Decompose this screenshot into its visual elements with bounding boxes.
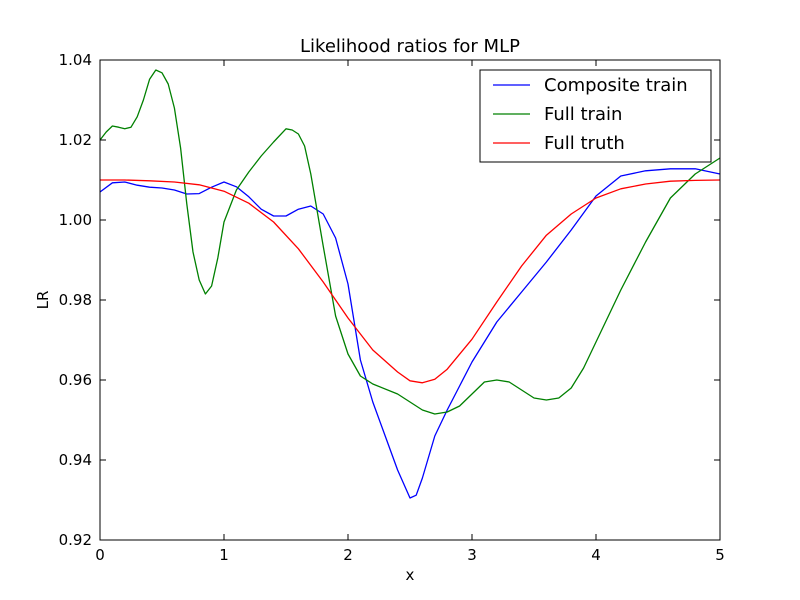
chart-title: Likelihood ratios for MLP (300, 36, 520, 57)
legend-label: Full truth (544, 133, 625, 154)
x-axis-label: x (406, 566, 415, 584)
legend-label: Full train (544, 104, 622, 125)
y-tick-label: 0.92 (59, 531, 92, 549)
x-tick-label: 2 (343, 546, 353, 564)
legend: Composite train Full train Full truth (479, 69, 712, 163)
x-tick-label: 3 (467, 546, 477, 564)
series-line-full-truth (100, 179, 721, 384)
x-tick-label: 5 (715, 546, 725, 564)
series-line-full-train (99, 69, 721, 415)
x-tick-label: 0 (95, 546, 105, 564)
series-line-composite-train (99, 168, 721, 499)
y-tick-label: 1.00 (59, 211, 92, 229)
legend-label: Composite train (544, 75, 688, 96)
y-tick-label: 1.02 (59, 131, 92, 149)
y-tick-label: 0.96 (59, 371, 92, 389)
y-axis-label: LR (34, 291, 52, 310)
y-tick-label: 0.98 (59, 291, 92, 309)
x-tick-label: 1 (219, 546, 229, 564)
y-tick-label: 1.04 (59, 51, 92, 69)
series-layer (99, 69, 721, 499)
y-tick-label: 0.94 (59, 451, 92, 469)
x-tick-label: 4 (591, 546, 601, 564)
tick-layer: 0 1 2 3 4 5 0.92 0.94 0.96 0.98 1.00 1.02 1.04 (59, 51, 725, 564)
